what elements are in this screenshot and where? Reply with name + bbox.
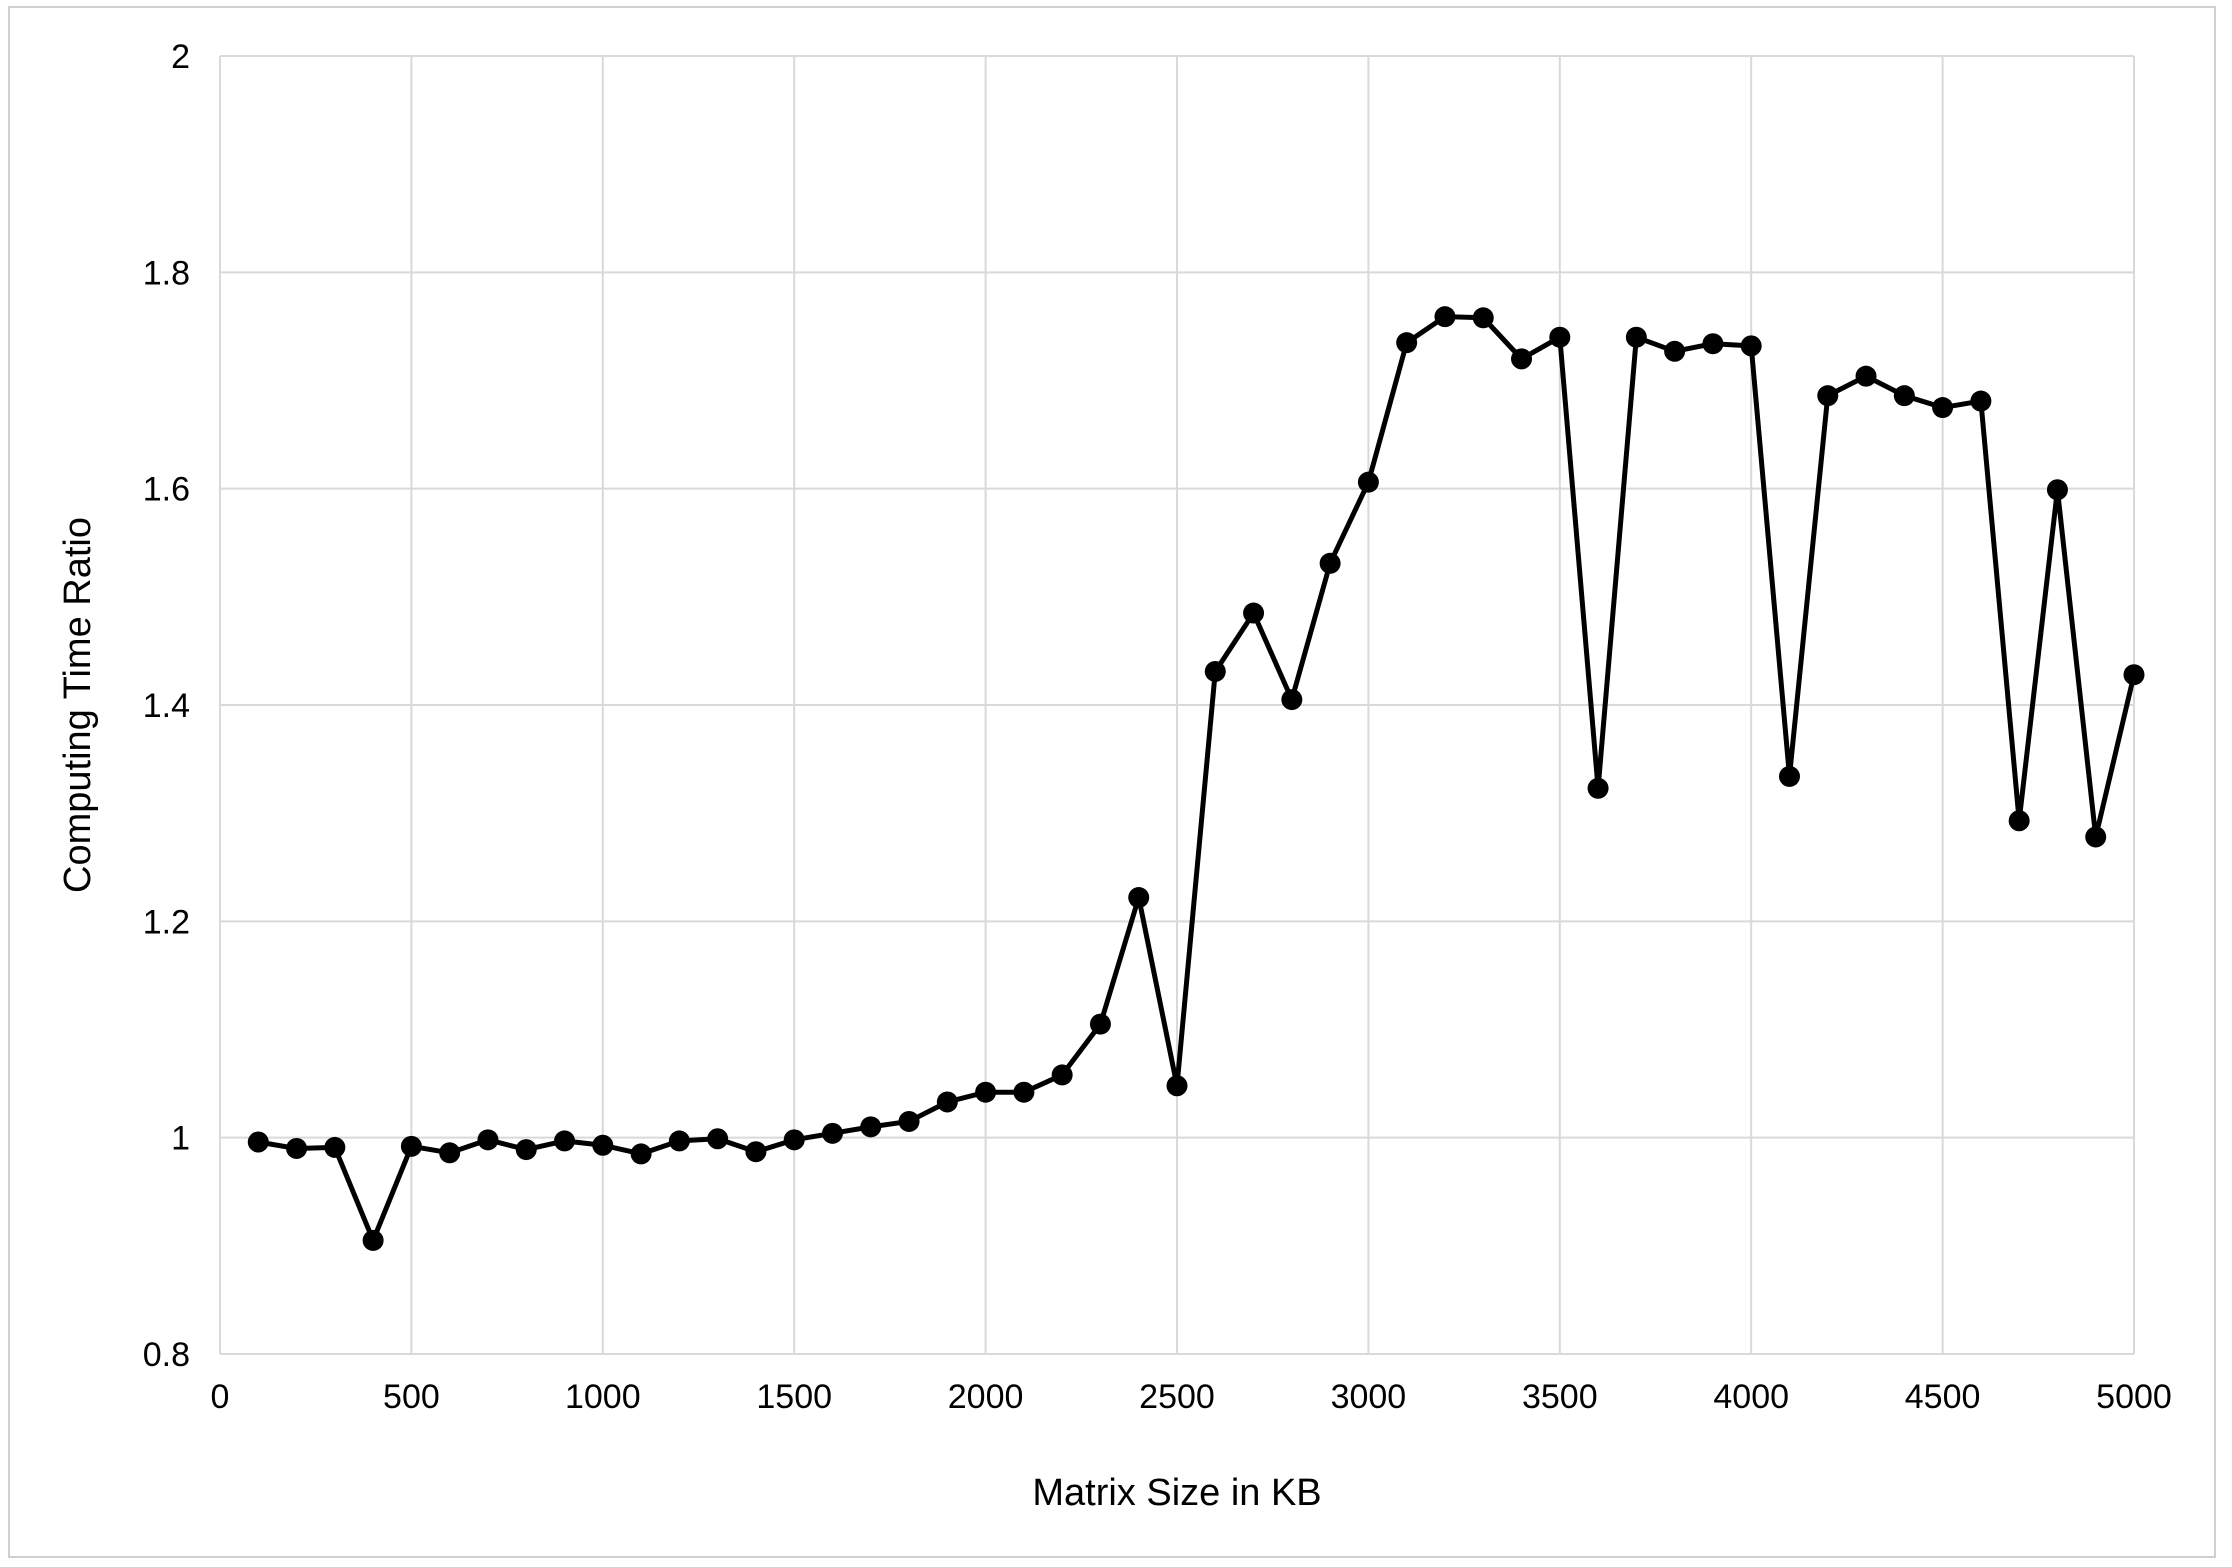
data-point bbox=[1855, 365, 1877, 387]
data-point bbox=[783, 1129, 805, 1151]
data-point bbox=[1013, 1081, 1035, 1103]
data-point bbox=[898, 1110, 920, 1132]
data-point bbox=[592, 1134, 614, 1156]
data-point bbox=[1396, 332, 1418, 354]
x-tick-label: 1000 bbox=[565, 1378, 641, 1416]
x-tick-label: 5000 bbox=[2096, 1378, 2172, 1416]
data-point bbox=[1817, 385, 1839, 407]
y-tick-label: 2 bbox=[171, 38, 190, 76]
data-point bbox=[2008, 810, 2030, 832]
y-tick-label: 1.6 bbox=[143, 471, 190, 509]
data-point bbox=[439, 1142, 461, 1164]
y-tick-label: 1.8 bbox=[143, 254, 190, 292]
data-point bbox=[1932, 397, 1954, 419]
data-point bbox=[668, 1130, 690, 1152]
data-point bbox=[1434, 306, 1456, 328]
data-point bbox=[477, 1129, 499, 1151]
data-point bbox=[324, 1136, 346, 1158]
data-point bbox=[821, 1122, 843, 1144]
data-point bbox=[362, 1229, 384, 1251]
data-point bbox=[1243, 602, 1265, 624]
x-tick-label: 1500 bbox=[756, 1378, 832, 1416]
data-point bbox=[1778, 765, 1800, 787]
data-point bbox=[515, 1139, 537, 1161]
data-point bbox=[1511, 348, 1533, 370]
data-point bbox=[936, 1091, 958, 1113]
data-point bbox=[1625, 326, 1647, 348]
data-point bbox=[1664, 340, 1686, 362]
y-axis-title: Computing Time Ratio bbox=[57, 517, 99, 893]
data-point bbox=[860, 1116, 882, 1138]
x-axis-title: Matrix Size in KB bbox=[1032, 1472, 1321, 1514]
x-tick-labels: 0 500 1000 1500 2000 2500 3000 3500 4000 4500 5000 bbox=[211, 1378, 2172, 1416]
chart-frame bbox=[8, 6, 2216, 1558]
data-point bbox=[1204, 660, 1226, 682]
data-point bbox=[554, 1130, 576, 1152]
data-point bbox=[975, 1081, 997, 1103]
data-point bbox=[1319, 552, 1341, 574]
data-point bbox=[707, 1128, 729, 1150]
data-points bbox=[247, 306, 2145, 1251]
data-point bbox=[745, 1141, 767, 1163]
data-point bbox=[1587, 777, 1609, 799]
data-point bbox=[1166, 1075, 1188, 1097]
grid-lines bbox=[219, 55, 2135, 1355]
data-point bbox=[1051, 1064, 1073, 1086]
data-point bbox=[630, 1143, 652, 1165]
x-tick-label: 3000 bbox=[1331, 1378, 1407, 1416]
data-point bbox=[1702, 333, 1724, 355]
data-point bbox=[1472, 307, 1494, 329]
x-tick-label: 0 bbox=[211, 1378, 230, 1416]
x-tick-label: 4000 bbox=[1713, 1378, 1789, 1416]
y-tick-label: 1.2 bbox=[143, 903, 190, 941]
data-point bbox=[2046, 479, 2068, 501]
y-tick-labels: 0.8 1 1.2 1.4 1.6 1.8 2 bbox=[143, 38, 190, 1374]
x-tick-label: 4500 bbox=[1905, 1378, 1981, 1416]
x-tick-label: 500 bbox=[383, 1378, 440, 1416]
data-point bbox=[1970, 390, 1992, 412]
data-point bbox=[1089, 1013, 1111, 1035]
data-point bbox=[2085, 826, 2107, 848]
data-point bbox=[1549, 326, 1571, 348]
y-tick-label: 0.8 bbox=[143, 1336, 190, 1374]
data-point bbox=[247, 1131, 269, 1153]
data-point bbox=[1357, 471, 1379, 493]
y-tick-label: 1 bbox=[171, 1120, 190, 1158]
y-tick-label: 1.4 bbox=[143, 687, 190, 725]
data-point bbox=[1128, 887, 1150, 909]
x-tick-label: 3500 bbox=[1522, 1378, 1598, 1416]
series-line bbox=[257, 314, 2137, 1243]
data-point bbox=[1893, 385, 1915, 407]
x-tick-label: 2000 bbox=[948, 1378, 1024, 1416]
data-point bbox=[400, 1135, 422, 1157]
data-point bbox=[286, 1137, 308, 1159]
data-point bbox=[1281, 689, 1303, 711]
data-point bbox=[1740, 335, 1762, 357]
x-tick-label: 2500 bbox=[1139, 1378, 1215, 1416]
data-point bbox=[2123, 664, 2145, 686]
